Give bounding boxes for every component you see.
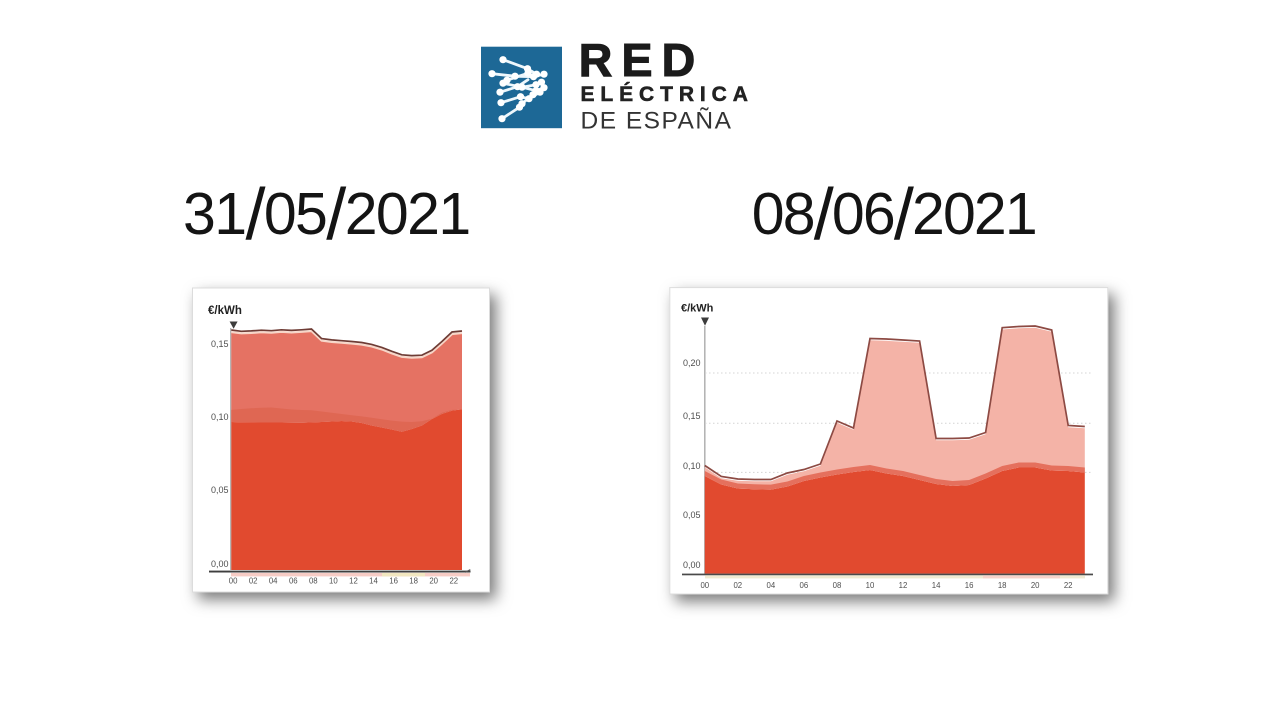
svg-text:12: 12: [349, 577, 358, 586]
svg-text:0,00: 0,00: [683, 560, 701, 570]
svg-text:€/kWh: €/kWh: [681, 303, 714, 315]
svg-text:14: 14: [932, 581, 941, 590]
svg-text:0,20: 0,20: [683, 358, 701, 368]
svg-text:0,15: 0,15: [683, 411, 701, 421]
svg-text:12: 12: [899, 581, 908, 590]
svg-text:31/05/2021: 31/05/2021: [183, 175, 470, 255]
svg-text:RED: RED: [579, 34, 705, 86]
svg-text:10: 10: [329, 577, 338, 586]
svg-text:00: 00: [700, 581, 709, 590]
svg-text:0,05: 0,05: [683, 510, 701, 520]
svg-text:08: 08: [833, 581, 842, 590]
svg-text:04: 04: [269, 577, 278, 586]
svg-text:06: 06: [800, 581, 809, 590]
svg-text:22: 22: [1064, 581, 1073, 590]
svg-text:14: 14: [369, 577, 378, 586]
svg-text:02: 02: [249, 577, 258, 586]
svg-text:0,15: 0,15: [211, 339, 229, 349]
svg-text:0,00: 0,00: [211, 559, 229, 569]
svg-text:DE ESPAÑA: DE ESPAÑA: [581, 107, 733, 134]
svg-text:04: 04: [767, 581, 776, 590]
svg-text:16: 16: [965, 581, 974, 590]
svg-text:08: 08: [309, 577, 318, 586]
svg-text:20: 20: [1031, 581, 1040, 590]
svg-text:08/06/2021: 08/06/2021: [752, 175, 1036, 255]
svg-text:18: 18: [409, 577, 418, 586]
svg-text:02: 02: [733, 581, 742, 590]
svg-text:06: 06: [289, 577, 298, 586]
svg-text:€/kWh: €/kWh: [208, 305, 242, 317]
svg-text:20: 20: [429, 577, 438, 586]
svg-text:0,10: 0,10: [683, 461, 701, 471]
svg-text:0,05: 0,05: [211, 485, 229, 495]
svg-text:0,10: 0,10: [211, 412, 229, 422]
svg-text:18: 18: [998, 581, 1007, 590]
svg-text:22: 22: [449, 577, 458, 586]
svg-text:16: 16: [389, 577, 398, 586]
svg-text:ELÉCTRICA: ELÉCTRICA: [581, 83, 754, 106]
svg-text:00: 00: [229, 577, 238, 586]
svg-text:10: 10: [866, 581, 875, 590]
